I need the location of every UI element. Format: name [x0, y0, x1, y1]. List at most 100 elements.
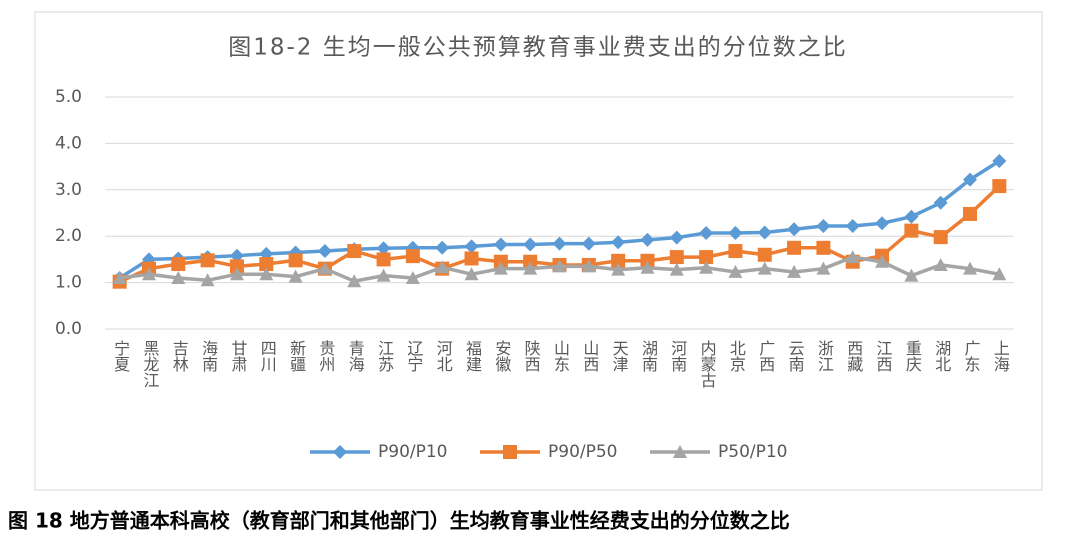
point — [347, 274, 362, 288]
point — [787, 222, 802, 237]
point — [963, 206, 978, 221]
y-tick-label: 1.0 — [55, 273, 82, 293]
legend-marker — [673, 445, 687, 458]
point — [963, 172, 978, 187]
point — [699, 225, 714, 240]
point — [640, 232, 655, 247]
point — [405, 249, 420, 264]
y-tick-label: 2.0 — [55, 226, 82, 246]
point — [992, 179, 1007, 194]
x-tick-label: 湖南 — [639, 340, 658, 372]
point — [992, 267, 1007, 281]
point — [816, 240, 831, 255]
point — [435, 260, 450, 274]
point — [493, 261, 508, 275]
point — [728, 244, 743, 259]
y-tick-label: 4.0 — [55, 133, 82, 153]
point — [611, 253, 626, 268]
point — [699, 250, 714, 265]
point — [904, 268, 919, 282]
point — [523, 237, 538, 252]
point — [347, 244, 362, 259]
point — [787, 240, 802, 255]
x-tick-label: 河南 — [668, 340, 687, 372]
y-tick-label: 0.0 — [55, 319, 82, 339]
x-tick-label: 河北 — [434, 340, 453, 372]
x-tick-label: 宁夏 — [111, 340, 130, 372]
point — [757, 225, 772, 240]
point — [904, 209, 919, 224]
point — [933, 195, 948, 210]
point — [581, 259, 596, 273]
point — [845, 250, 860, 264]
x-tick-label: 广东 — [962, 340, 981, 372]
x-tick-label: 重庆 — [903, 340, 922, 372]
point — [757, 247, 772, 262]
x-tick-label: 甘肃 — [228, 340, 247, 372]
x-tick-label: 安徽 — [492, 340, 511, 372]
x-tick-label: 吉林 — [170, 340, 189, 372]
point — [699, 260, 714, 274]
point — [816, 261, 831, 275]
legend-label: P50/P10 — [718, 442, 788, 462]
x-tick-label: 山东 — [551, 340, 570, 372]
x-tick-label: 浙江 — [815, 340, 834, 372]
x-tick-label: 内蒙古 — [698, 340, 717, 388]
x-tick-label: 青海 — [346, 340, 365, 372]
point — [933, 257, 948, 271]
point — [376, 268, 391, 282]
legend-marker — [503, 445, 517, 459]
point — [288, 253, 303, 268]
point — [464, 267, 479, 281]
point — [435, 240, 450, 255]
x-tick-label: 贵州 — [316, 340, 335, 372]
point — [464, 251, 479, 266]
point — [200, 273, 215, 287]
point — [875, 216, 890, 231]
point — [845, 218, 860, 233]
point — [611, 262, 626, 276]
x-tick-label: 广西 — [756, 340, 775, 372]
point — [493, 237, 508, 252]
point — [904, 223, 919, 238]
point — [640, 260, 655, 274]
point — [200, 253, 215, 268]
point — [376, 241, 391, 256]
x-tick-label: 福建 — [463, 340, 482, 372]
x-tick-label: 黑龙江 — [140, 340, 159, 388]
x-tick-label: 陕西 — [522, 340, 541, 372]
x-tick-label: 新疆 — [287, 340, 306, 372]
y-tick-label: 3.0 — [55, 180, 82, 200]
point — [171, 257, 186, 272]
point — [963, 261, 978, 275]
point — [259, 257, 274, 272]
point — [141, 267, 156, 281]
legend-marker — [333, 445, 347, 459]
point — [552, 259, 567, 273]
x-tick-label: 江西 — [874, 340, 893, 372]
point — [376, 252, 391, 267]
point — [552, 236, 567, 251]
point — [523, 261, 538, 275]
x-tick-label: 天津 — [610, 340, 629, 372]
point — [112, 270, 127, 284]
point — [933, 230, 948, 245]
x-tick-label: 湖北 — [932, 340, 951, 372]
point — [669, 230, 684, 245]
legend-label: P90/P10 — [378, 442, 448, 462]
point — [405, 270, 420, 284]
caption: 图 18 地方普通本科高校（教育部门和其他部门）生均教育事业性经费支出的分位数之… — [8, 509, 790, 533]
point — [611, 235, 626, 250]
point — [288, 269, 303, 283]
x-tick-label: 北京 — [727, 340, 746, 373]
point — [171, 270, 186, 284]
x-tick-label: 云南 — [786, 340, 805, 372]
point — [728, 225, 743, 240]
chart-title: 图18-2 生均一般公共预算教育事业费支出的分位数之比 — [228, 35, 848, 61]
chart-border — [34, 11, 1043, 491]
point — [259, 267, 274, 281]
point — [669, 262, 684, 276]
x-tick-label: 辽宁 — [404, 340, 423, 372]
x-tick-label: 山西 — [580, 340, 599, 372]
